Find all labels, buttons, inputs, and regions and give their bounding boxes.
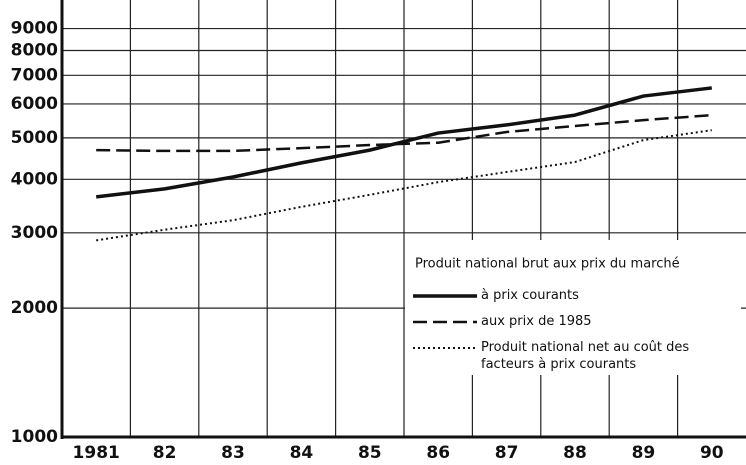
- x-tick-label: 84: [290, 443, 314, 463]
- x-tick-label: 88: [563, 443, 587, 463]
- y-tick-label: 4000: [11, 169, 58, 189]
- legend-label-box: aux prix de 1985: [481, 314, 592, 329]
- series-line: [96, 129, 712, 242]
- legend-box: [405, 240, 741, 375]
- legend-label-box: Produit national net au coût des facteur…: [481, 340, 690, 372]
- series-line: [96, 113, 712, 153]
- x-tick-label: 85: [358, 443, 382, 463]
- legend-label: Produit national net au coût des facteur…: [481, 340, 690, 372]
- x-tick-label: 83: [221, 443, 245, 463]
- x-tick-label: 87: [495, 443, 519, 463]
- x-tick-label: 82: [153, 443, 177, 463]
- y-tick-label: 7000: [11, 65, 58, 85]
- y-tick-label: 9000: [11, 19, 58, 39]
- legend-label-box: à prix courants: [481, 288, 579, 303]
- y-tick-label: 8000: [11, 40, 58, 60]
- y-tick-label: 2000: [11, 298, 58, 318]
- y-tick-label: 1000: [11, 427, 58, 447]
- x-tick-label: 89: [632, 443, 656, 463]
- y-tick-label: 5000: [11, 128, 58, 148]
- series-line: [95, 86, 713, 199]
- y-tick-label: 6000: [11, 94, 58, 114]
- legend-label: à prix courants: [481, 288, 579, 303]
- legend-title: Produit national brut aux prix du marché: [415, 257, 680, 272]
- x-tick-label: 86: [426, 443, 450, 463]
- y-tick-label: 3000: [11, 223, 58, 243]
- x-tick-label: 1981: [73, 443, 120, 463]
- legend-label: aux prix de 1985: [481, 314, 592, 329]
- x-tick-label: 90: [700, 443, 724, 463]
